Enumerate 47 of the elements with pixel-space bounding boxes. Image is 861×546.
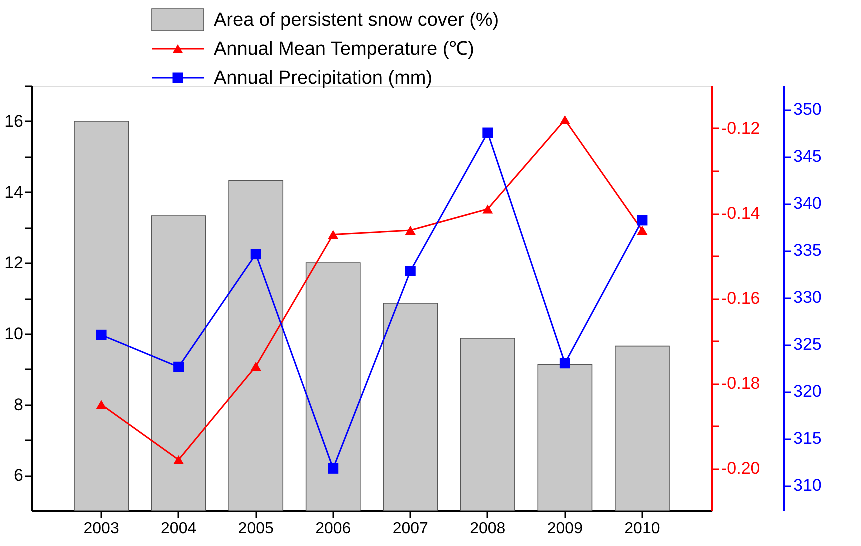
y3-tick-label: 345 bbox=[794, 147, 822, 166]
y2-tick-label: -0.20 bbox=[722, 459, 760, 478]
point bbox=[637, 226, 648, 236]
x-tick-label: 2004 bbox=[161, 520, 197, 538]
y2-tick-label: -0.16 bbox=[722, 289, 760, 308]
x-tick-label: 2007 bbox=[392, 520, 429, 538]
x-tick-label: 2005 bbox=[238, 520, 274, 538]
point bbox=[328, 463, 339, 474]
legend-label: Annual Precipitation (mm) bbox=[214, 68, 433, 89]
legend-label: Area of persistent snow cover (%) bbox=[214, 10, 500, 31]
point bbox=[250, 249, 262, 260]
y3-tick-label: 310 bbox=[794, 476, 822, 496]
y3-tick-label: 325 bbox=[794, 335, 822, 354]
y-tick-label: 8 bbox=[14, 395, 24, 414]
point bbox=[174, 362, 184, 372]
x-tick-label: 2009 bbox=[547, 520, 584, 538]
point bbox=[96, 400, 107, 410]
y-tick-label: 12 bbox=[4, 254, 24, 273]
point bbox=[482, 128, 494, 138]
point bbox=[250, 362, 262, 372]
point bbox=[560, 358, 570, 369]
point bbox=[405, 226, 416, 236]
x-tick-label: 2008 bbox=[470, 520, 506, 538]
point bbox=[560, 115, 570, 125]
y-tick-label: 14 bbox=[4, 182, 24, 202]
y3-tick-label: 350 bbox=[794, 100, 822, 120]
y3-tick-label: 320 bbox=[794, 382, 822, 402]
point bbox=[328, 230, 339, 240]
point bbox=[482, 204, 494, 214]
point bbox=[96, 330, 107, 340]
y2-tick-label: -0.12 bbox=[722, 119, 760, 138]
y3-tick-label: 340 bbox=[794, 194, 822, 214]
y2-tick-label: -0.14 bbox=[722, 204, 760, 223]
y3-tick-label: 315 bbox=[794, 429, 822, 448]
y3-tick-label: 330 bbox=[794, 288, 822, 308]
x-tick-label: 2010 bbox=[624, 520, 660, 538]
point bbox=[637, 215, 648, 226]
y3-tick-label: 335 bbox=[794, 241, 822, 260]
x-tick-label: 2003 bbox=[84, 520, 120, 538]
y-tick-label: 10 bbox=[4, 324, 24, 344]
point bbox=[405, 266, 416, 276]
x-tick-label: 2006 bbox=[316, 520, 352, 538]
y-tick-label: 16 bbox=[4, 112, 24, 131]
legend-label: Annual Mean Temperature (℃) bbox=[214, 39, 474, 60]
point bbox=[174, 455, 184, 465]
y2-tick-label: -0.18 bbox=[722, 374, 760, 393]
y-tick-label: 6 bbox=[14, 466, 24, 486]
